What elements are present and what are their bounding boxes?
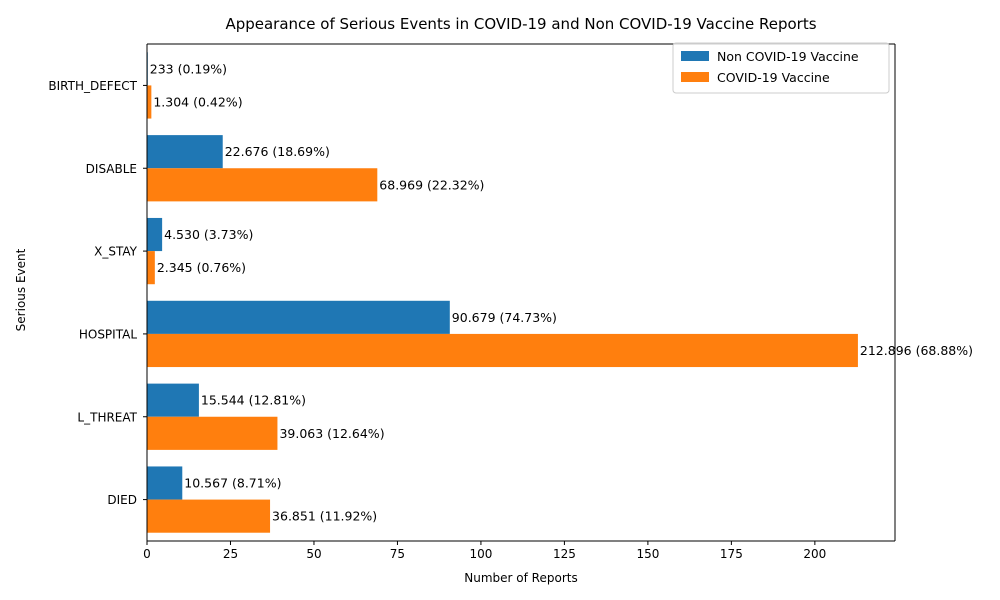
data-label: 2.345 (0.76%) xyxy=(157,260,246,275)
x-tick-label: 50 xyxy=(306,547,321,561)
data-label: 10.567 (8.71%) xyxy=(184,476,281,491)
data-label: 4.530 (3.73%) xyxy=(164,227,253,242)
x-tick-label: 75 xyxy=(390,547,405,561)
bar-covid-x-stay xyxy=(147,251,155,285)
legend-swatch xyxy=(681,72,709,82)
legend-swatch xyxy=(681,51,709,61)
x-tick-label: 100 xyxy=(469,547,492,561)
data-label: 22.676 (18.69%) xyxy=(225,144,330,159)
data-label: 212.896 (68.88%) xyxy=(860,343,973,358)
x-tick-label: 25 xyxy=(223,547,238,561)
y-tick-label: HOSPITAL xyxy=(79,327,137,341)
y-tick-label: L_THREAT xyxy=(77,410,137,424)
bar-covid-disable xyxy=(147,168,378,202)
data-label: 15.544 (12.81%) xyxy=(201,393,306,408)
x-tick-label: 0 xyxy=(143,547,151,561)
x-tick-label: 125 xyxy=(553,547,576,561)
bar-covid-birth-defect xyxy=(147,85,152,119)
y-tick-label: BIRTH_DEFECT xyxy=(48,79,137,93)
x-axis-title: Number of Reports xyxy=(464,571,577,585)
bar-non-covid-l-threat xyxy=(147,383,199,417)
data-label: 233 (0.19%) xyxy=(150,61,227,76)
bar-non-covid-hospital xyxy=(147,300,450,334)
data-label: 68.969 (22.32%) xyxy=(379,177,484,192)
x-tick-label: 175 xyxy=(720,547,743,561)
data-label: 36.851 (11.92%) xyxy=(272,509,377,524)
bar-covid-l-threat xyxy=(147,416,278,450)
chart-title: Appearance of Serious Events in COVID-19… xyxy=(225,15,816,33)
data-label: 1.304 (0.42%) xyxy=(153,94,242,109)
plot-area: 10.567 (8.71%) 36.851 (11.92%) 15.544 (12.… xyxy=(48,43,973,561)
data-label: 90.679 (74.73%) xyxy=(452,310,557,325)
legend: Non COVID-19 Vaccine COVID-19 Vaccine xyxy=(672,42,890,94)
y-tick-label: DIED xyxy=(107,493,137,507)
y-axis-title: Serious Event xyxy=(14,248,28,331)
legend-label: COVID-19 Vaccine xyxy=(717,70,830,85)
data-label: 39.063 (12.64%) xyxy=(279,426,384,441)
y-tick-label: X_STAY xyxy=(94,245,138,259)
bar-non-covid-disable xyxy=(147,135,223,169)
y-tick-label: DISABLE xyxy=(86,162,137,176)
x-tick-label: 150 xyxy=(636,547,659,561)
legend-label: Non COVID-19 Vaccine xyxy=(717,49,859,64)
bar-covid-hospital xyxy=(147,333,858,368)
bar-non-covid-x-stay xyxy=(147,217,163,252)
bar-non-covid-died xyxy=(147,466,183,500)
legend-box xyxy=(672,42,890,94)
x-tick-label: 200 xyxy=(803,547,826,561)
bar-covid-died xyxy=(147,499,271,533)
